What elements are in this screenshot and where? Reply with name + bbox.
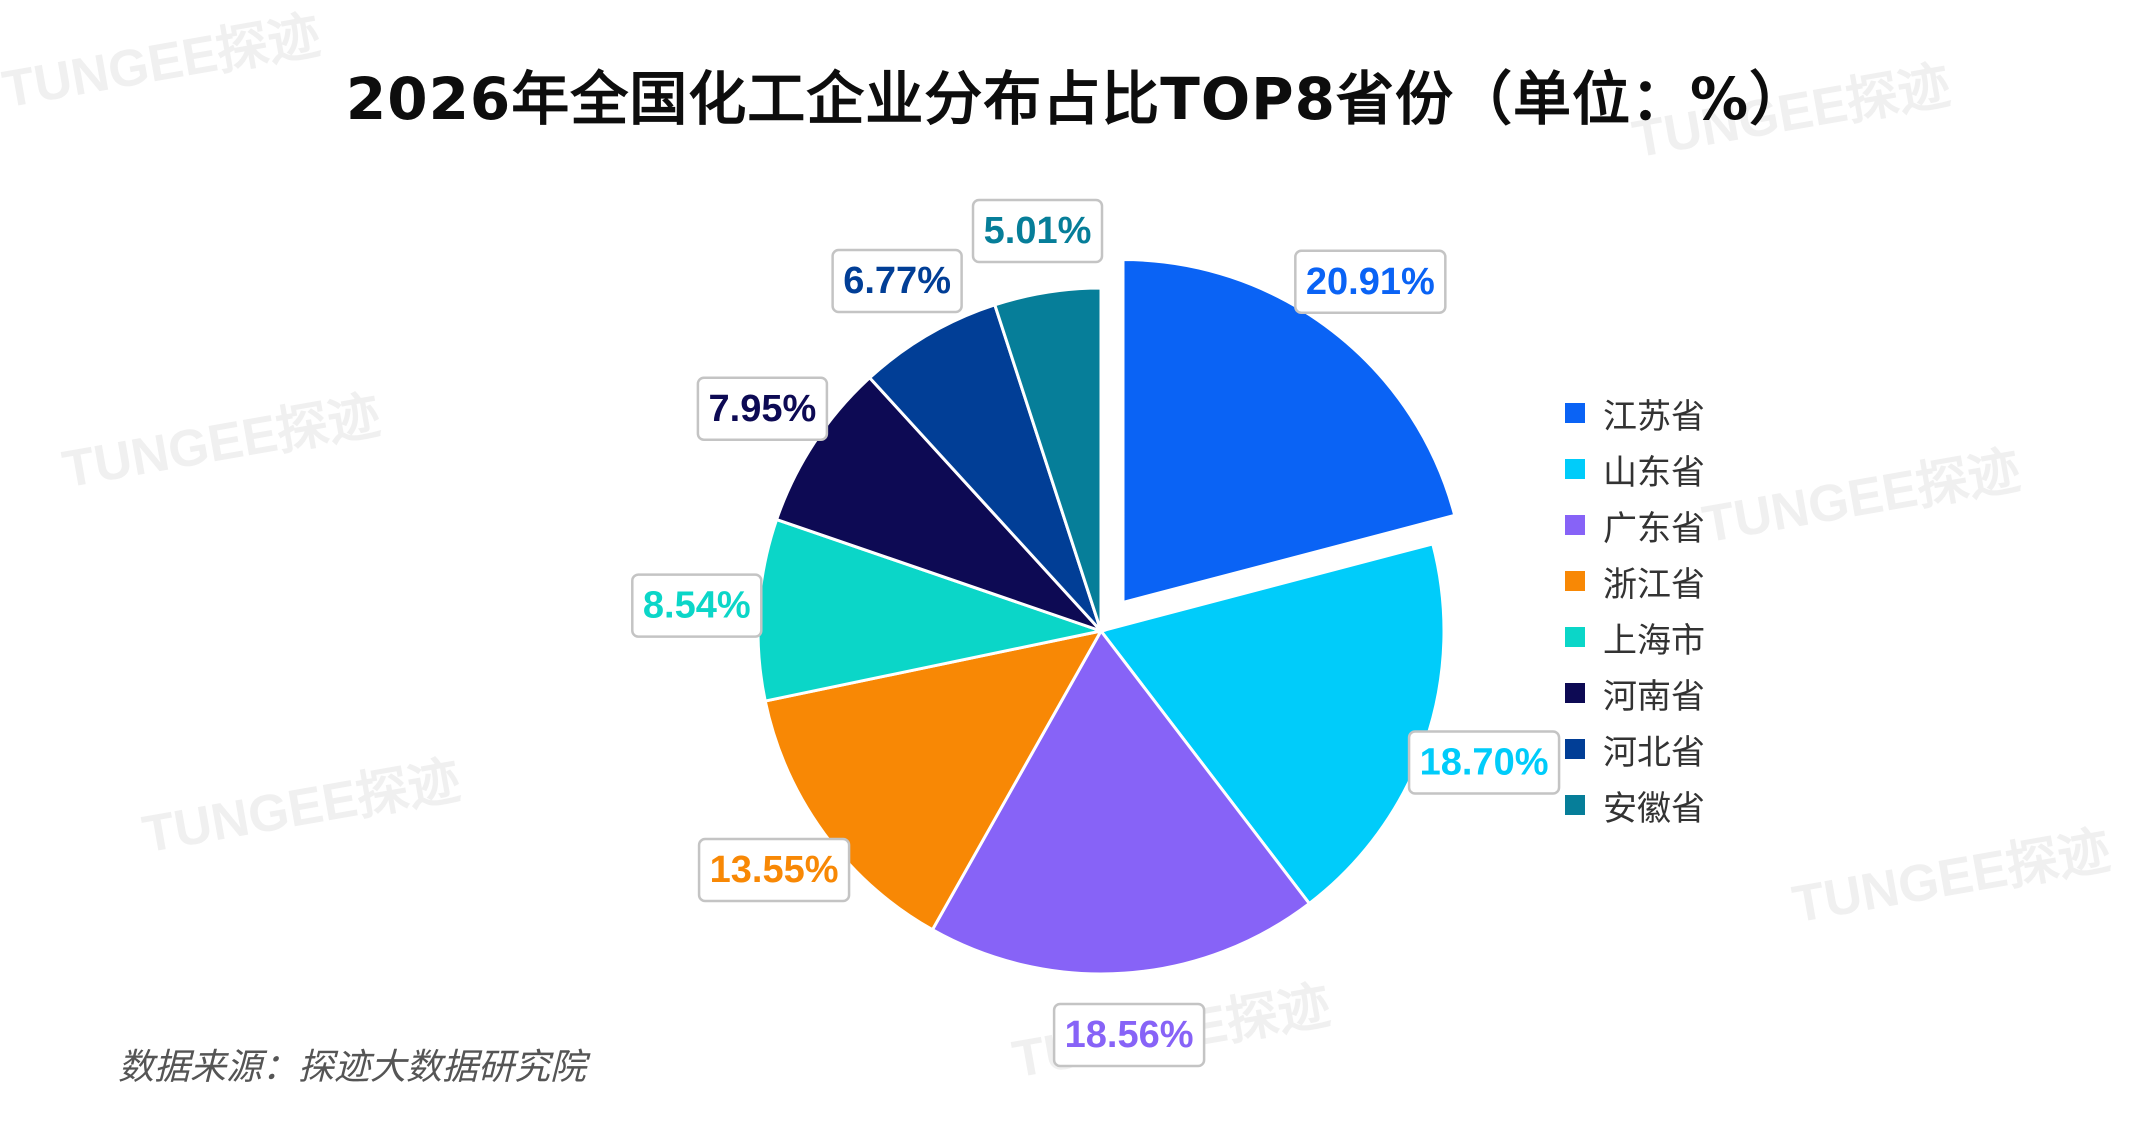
legend-item: 山东省: [1565, 441, 1705, 497]
data-label-6: 6.77%: [831, 248, 963, 314]
legend-item: 河南省: [1565, 665, 1705, 721]
pie-slice-7: [992, 286, 1103, 632]
data-label-box-4: [631, 573, 763, 638]
data-label-text-1: 18.70%: [1420, 742, 1549, 784]
data-label-box-5: [696, 376, 829, 442]
legend-item: 安徽省: [1565, 777, 1705, 833]
legend-swatch: [1565, 515, 1585, 535]
legend-item: 河北省: [1565, 721, 1705, 777]
data-label-3: 13.55%: [697, 837, 851, 903]
pie-slice-0: [1121, 257, 1457, 605]
data-label-box-1: [1407, 730, 1561, 795]
pie-slice-2: [930, 628, 1312, 976]
source-note: 数据来源：探迹大数据研究院: [118, 1047, 587, 1088]
legend-label: 安徽省: [1603, 788, 1705, 829]
legend-label: 河北省: [1603, 732, 1705, 773]
pie-slice-5: [774, 375, 1103, 633]
data-label-box-3: [697, 837, 851, 903]
data-label-4: 8.54%: [631, 573, 763, 638]
data-label-text-6: 6.77%: [843, 260, 951, 302]
legend-swatch: [1565, 571, 1585, 591]
legend-swatch: [1565, 795, 1585, 815]
legend-item: 上海市: [1565, 609, 1705, 665]
pie-data-labels: 20.91% 18.70% 18.56% 13.55% 8.54% 7.95% 6.77% 5…: [631, 198, 1561, 1068]
data-label-5: 7.95%: [696, 376, 829, 442]
data-label-box-6: [831, 248, 963, 314]
legend-label: 江苏省: [1603, 396, 1705, 437]
legend-swatch: [1565, 739, 1585, 759]
legend-swatch: [1565, 627, 1585, 647]
data-label-box-0: [1294, 249, 1447, 315]
data-label-7: 5.01%: [971, 198, 1104, 264]
data-label-text-0: 20.91%: [1306, 261, 1435, 303]
legend-item: 广东省: [1565, 497, 1705, 553]
data-label-0: 20.91%: [1294, 249, 1447, 315]
data-label-box-7: [971, 198, 1104, 264]
pie-slice-6: [867, 302, 1103, 633]
data-label-text-7: 5.01%: [984, 210, 1092, 252]
pie-slices: [756, 257, 1457, 976]
chart-title: 2026年全国化工企业分布占比TOP8省份（单位：%）: [345, 65, 1809, 133]
data-label-text-3: 13.55%: [710, 849, 839, 891]
data-label-text-4: 8.54%: [643, 585, 751, 627]
legend-item: 浙江省: [1565, 553, 1705, 609]
legend-swatch: [1565, 683, 1585, 703]
legend-swatch: [1565, 403, 1585, 423]
legend-label: 广东省: [1603, 508, 1705, 549]
legend-item: 江苏省: [1565, 385, 1705, 441]
legend-label: 上海市: [1603, 620, 1705, 661]
data-label-box-2: [1052, 1002, 1206, 1068]
data-label-text-5: 7.95%: [709, 388, 817, 430]
data-label-text-2: 18.56%: [1065, 1014, 1194, 1056]
data-label-1: 18.70%: [1407, 730, 1561, 795]
legend-label: 浙江省: [1603, 564, 1705, 605]
data-label-2: 18.56%: [1052, 1002, 1206, 1068]
chart-legend: 江苏省山东省广东省浙江省上海市河南省河北省安徽省: [1565, 385, 1705, 833]
legend-label: 山东省: [1603, 452, 1705, 493]
legend-label: 河南省: [1603, 676, 1705, 717]
legend-swatch: [1565, 459, 1585, 479]
